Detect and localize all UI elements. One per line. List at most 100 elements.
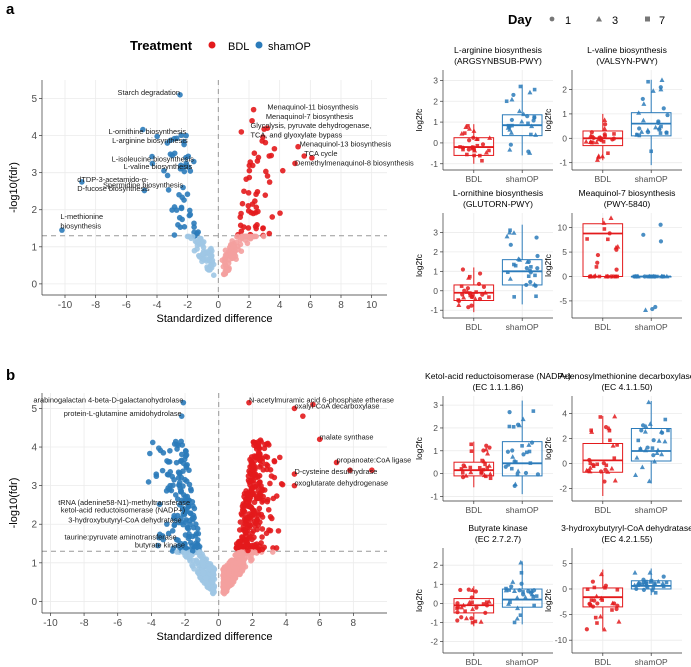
treatment-legend-title: Treatment <box>130 38 193 53</box>
data-point <box>511 425 516 429</box>
data-point <box>176 482 182 488</box>
data-point <box>227 246 234 252</box>
data-point <box>182 544 188 551</box>
y-tick-label: 4 <box>562 409 567 419</box>
data-point <box>242 529 249 535</box>
point-annotation: D-cysteine desulfhydrase <box>294 467 377 476</box>
data-point <box>658 131 663 135</box>
data-point <box>517 588 522 593</box>
point-annotation: oxalyl-CoA decarboxylase <box>294 401 379 410</box>
data-point <box>171 476 177 483</box>
y-tick-label: -2 <box>559 484 567 494</box>
data-point <box>310 401 316 408</box>
data-point <box>595 260 600 265</box>
data-point <box>592 585 597 590</box>
boxplot-title: Meaquinol-7 biosynthesis <box>579 188 676 198</box>
data-point <box>145 479 152 485</box>
data-point <box>259 487 265 494</box>
point-annotation: Menaquinol-7 biosynthesis <box>266 112 354 121</box>
box-bdl <box>582 569 624 632</box>
data-point <box>661 274 666 279</box>
data-point <box>205 565 212 572</box>
data-point <box>612 456 617 460</box>
data-point <box>603 424 609 430</box>
y-axis-label: log2fc <box>543 436 553 459</box>
x-tick-label: shamOP <box>635 657 668 667</box>
data-point <box>534 594 539 598</box>
iqr-box <box>630 428 672 462</box>
data-point <box>246 399 252 406</box>
data-point <box>508 600 512 605</box>
data-point <box>251 150 258 156</box>
data-point <box>468 469 474 475</box>
data-point <box>601 220 607 225</box>
data-point <box>601 139 606 144</box>
data-point <box>480 292 485 297</box>
data-point <box>253 204 260 211</box>
data-point <box>167 447 173 454</box>
data-point <box>252 549 258 555</box>
data-point <box>613 274 618 279</box>
data-point <box>271 145 278 152</box>
data-point <box>222 565 228 571</box>
data-point <box>653 591 658 595</box>
data-point <box>59 227 65 233</box>
y-tick-label: 3 <box>433 227 438 237</box>
data-point <box>178 204 185 211</box>
x-tick-label: -6 <box>113 618 122 629</box>
data-point <box>594 157 600 162</box>
y-tick-label: 4 <box>31 443 37 454</box>
data-point <box>650 88 656 93</box>
data-point <box>225 267 232 274</box>
data-point <box>640 96 645 102</box>
legend-day1-label: 1 <box>565 15 571 27</box>
data-point <box>462 131 467 135</box>
data-point <box>512 483 517 489</box>
data-point <box>183 464 190 471</box>
data-point <box>516 256 522 261</box>
data-point <box>465 286 471 291</box>
data-point <box>233 239 240 246</box>
data-point <box>488 476 493 481</box>
data-point <box>256 450 263 457</box>
data-point <box>189 562 195 568</box>
data-point <box>603 585 607 590</box>
data-point <box>469 442 473 447</box>
point-annotation: malate synthase <box>320 432 374 441</box>
x-tick-label: BDL <box>466 174 483 184</box>
x-tick-label: shamOP <box>506 505 539 515</box>
data-point <box>651 586 656 590</box>
data-point <box>511 588 517 594</box>
data-point <box>210 575 216 581</box>
data-point <box>271 458 278 464</box>
data-point <box>254 222 260 228</box>
data-point <box>222 252 229 258</box>
data-point <box>518 559 524 565</box>
data-point <box>245 547 251 554</box>
data-point <box>511 92 516 98</box>
data-point <box>255 439 262 445</box>
data-point <box>252 198 258 204</box>
data-point <box>512 262 516 267</box>
data-point <box>511 230 517 235</box>
data-point <box>467 138 472 143</box>
data-point <box>535 253 540 259</box>
data-point <box>195 530 202 537</box>
data-point <box>600 153 606 159</box>
point-annotation: D-fucose biosynthesis <box>77 184 150 193</box>
data-point <box>480 142 486 147</box>
data-point <box>246 167 253 174</box>
data-point <box>602 117 608 122</box>
y-tick-label: 0 <box>562 459 567 469</box>
data-point <box>532 87 537 92</box>
box-shamop <box>630 399 672 484</box>
data-point <box>504 99 509 104</box>
data-point <box>458 145 462 149</box>
data-point <box>241 188 247 195</box>
treatment-legend: Treatment BDL shamOP <box>130 38 311 53</box>
data-point <box>273 545 280 551</box>
data-point <box>460 145 466 150</box>
y-tick-label: 0 <box>562 584 567 594</box>
data-point <box>251 499 258 506</box>
data-point <box>587 457 592 463</box>
